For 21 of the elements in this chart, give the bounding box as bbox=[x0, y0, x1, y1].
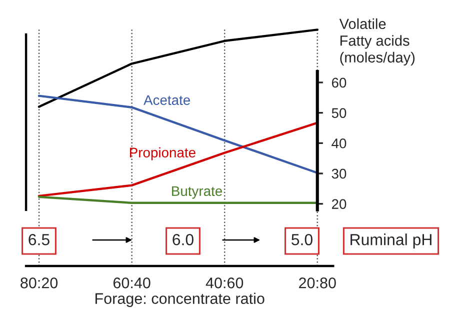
x-tick-label: 20:80 bbox=[299, 278, 336, 288]
y-tick-label: 60 bbox=[332, 78, 346, 88]
x-tick-label: 60:40 bbox=[113, 278, 150, 288]
line-series bbox=[38, 94, 318, 174]
y-tick-label: 50 bbox=[332, 108, 346, 118]
line-series bbox=[38, 122, 318, 198]
y-tick-label: 40 bbox=[332, 138, 346, 148]
series-label: Propionate bbox=[130, 147, 196, 160]
series-label: Acetate bbox=[144, 95, 190, 106]
annotation: 6.5 bbox=[28, 234, 50, 246]
annotation: 6.0 bbox=[172, 234, 194, 246]
y-axis-title: Volatile Fatty acids (moles/day) bbox=[339, 18, 415, 66]
line-series bbox=[38, 28, 318, 108]
series-label: Butyrate bbox=[172, 186, 222, 199]
x-axis-title: Forage: concentrate ratio bbox=[96, 292, 264, 307]
y-tick-label: 20 bbox=[332, 199, 346, 209]
y-tick-label: 30 bbox=[332, 168, 346, 179]
x-tick-label: 80:20 bbox=[20, 278, 58, 288]
x-tick-label: 40:60 bbox=[206, 278, 244, 288]
annotation: 5.0 bbox=[292, 234, 312, 246]
text: Ruminal pH bbox=[350, 234, 432, 248]
